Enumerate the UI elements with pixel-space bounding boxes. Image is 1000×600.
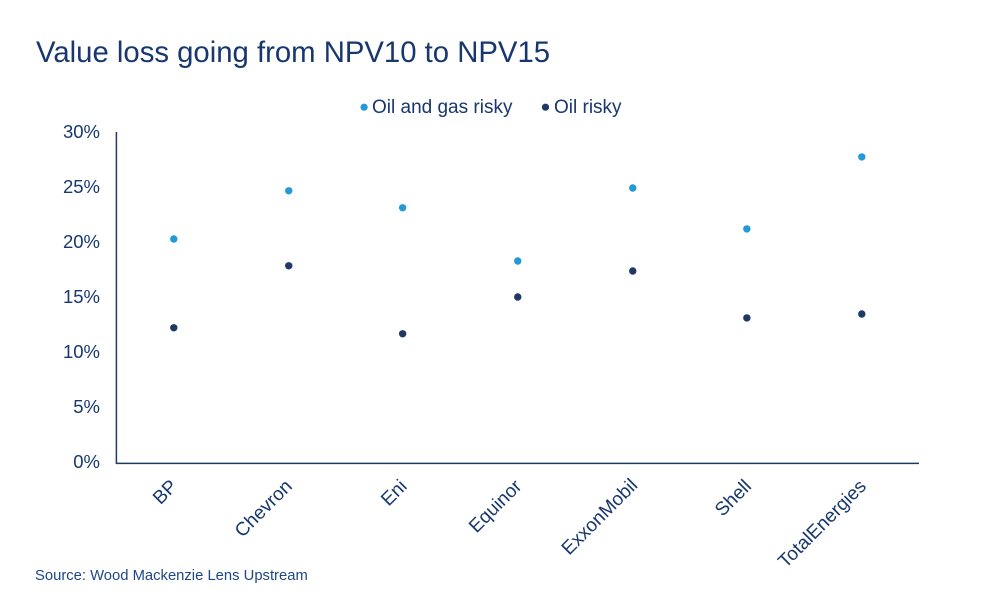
svg-text:30%: 30% [63,121,100,142]
svg-text:25%: 25% [63,176,100,197]
svg-text:Chevron: Chevron [231,476,297,542]
svg-text:15%: 15% [63,286,100,307]
svg-text:BP: BP [149,476,182,509]
svg-text:0%: 0% [73,451,100,472]
svg-text:ExxonMobil: ExxonMobil [558,475,642,559]
svg-text:TotalEnergies: TotalEnergies [774,476,870,572]
svg-text:Oil and gas risky: Oil and gas risky [372,97,513,118]
svg-text:5%: 5% [73,396,100,417]
svg-text:Equinor: Equinor [465,476,527,538]
svg-text:Eni: Eni [377,476,411,510]
svg-text:20%: 20% [63,231,100,252]
svg-text:Shell: Shell [711,476,756,521]
svg-text:10%: 10% [63,341,100,362]
svg-text:Oil risky: Oil risky [554,97,622,118]
